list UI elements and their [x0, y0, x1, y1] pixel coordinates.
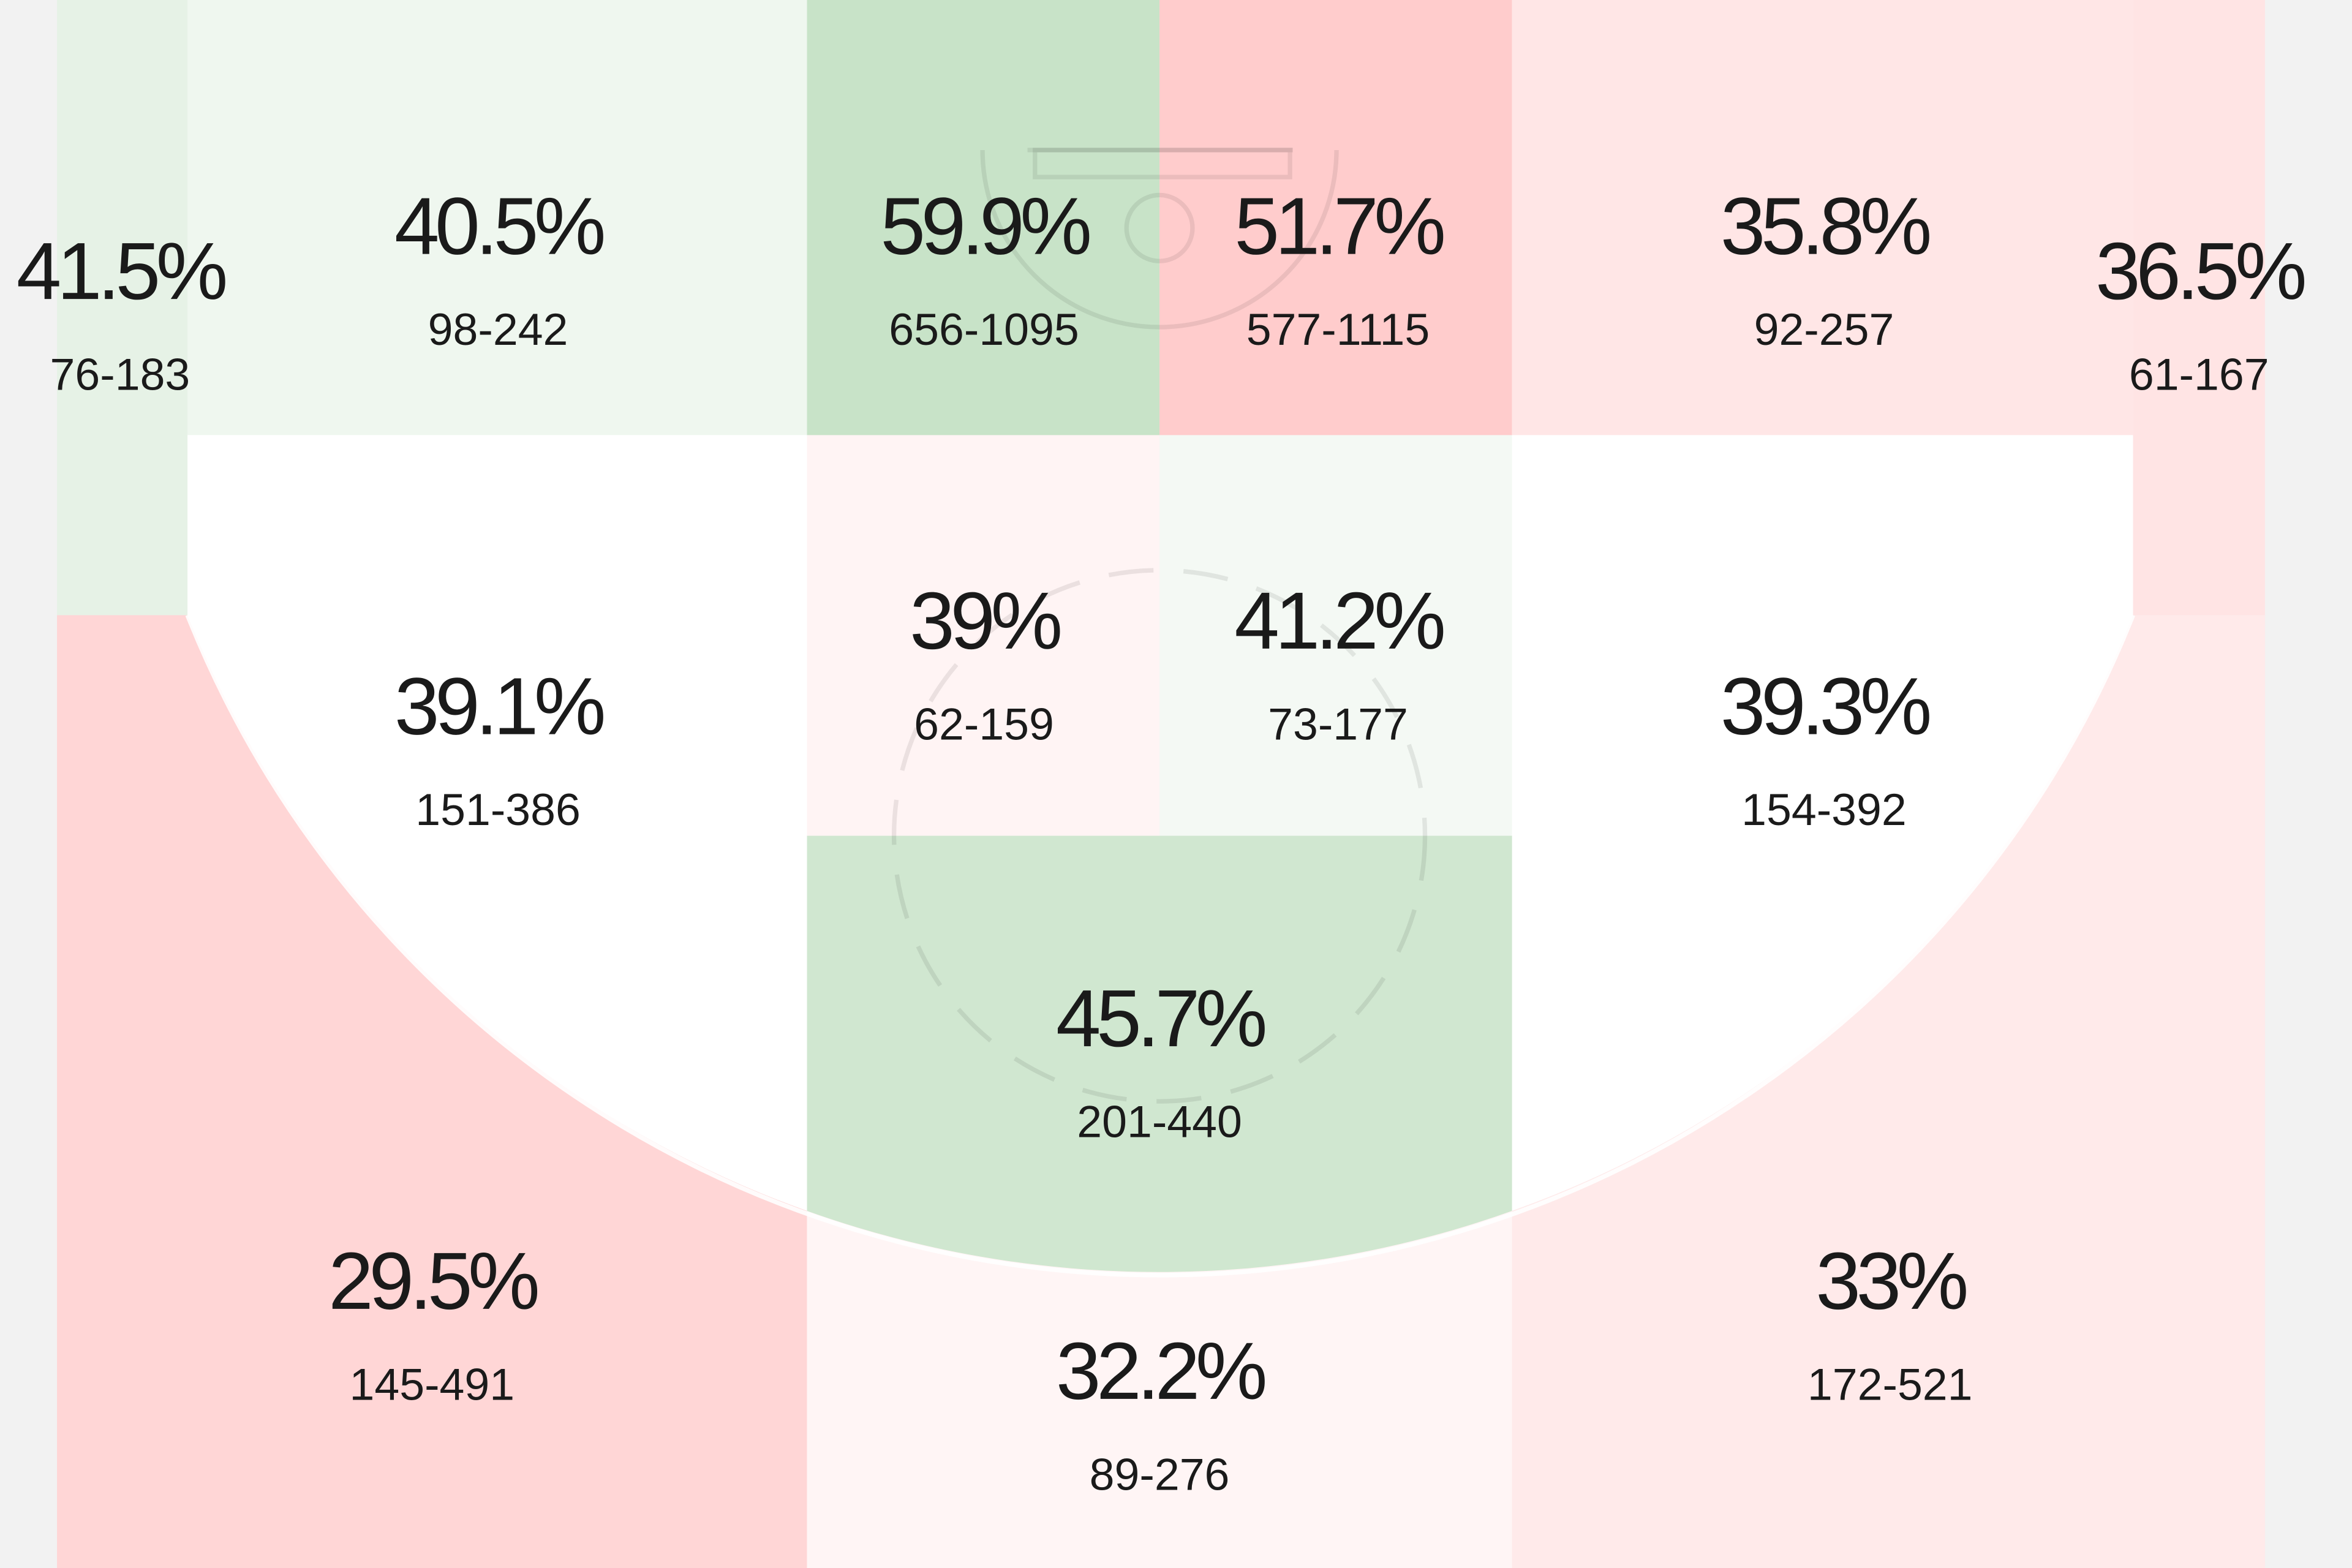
three-point-arc — [185, 614, 2135, 1278]
zone — [57, 0, 188, 616]
zone-makes-attempts: 201-440 — [1077, 1096, 1242, 1147]
zone-makes-attempts: 73-177 — [1268, 699, 1408, 750]
zone-percentage: 35.8% — [1721, 181, 1929, 272]
zone — [807, 0, 1160, 435]
zone-makes-attempts: 656-1095 — [889, 304, 1079, 355]
zone — [2133, 0, 2265, 616]
zone-percentage: 29.5% — [328, 1236, 537, 1327]
zone-makes-attempts: 154-392 — [1741, 784, 1907, 835]
zone-makes-attempts: 172-521 — [1807, 1359, 1973, 1409]
zone-makes-attempts: 76-183 — [50, 349, 190, 400]
free-throw-circle — [891, 568, 1428, 1104]
zone-percentage: 45.7% — [1056, 973, 1265, 1064]
zone-percentage: 41.5% — [17, 226, 225, 317]
zones — [57, 0, 2265, 1568]
zone — [1159, 435, 1512, 836]
zone-percentage: 51.7% — [1234, 181, 1443, 272]
court-lines — [185, 148, 2135, 1278]
zone — [187, 0, 807, 435]
zone-percentage: 39% — [910, 576, 1060, 666]
zone — [1159, 0, 1512, 435]
zone-makes-attempts: 577-1115 — [1246, 304, 1430, 355]
restricted-arc — [980, 149, 1339, 330]
zone-percentage: 33% — [1815, 1236, 1966, 1327]
zone-makes-attempts: 145-491 — [350, 1359, 515, 1409]
zone-percentage: 59.9% — [880, 181, 1089, 272]
zone — [187, 435, 807, 1211]
zone — [807, 435, 1160, 836]
zone-percentage: 32.2% — [1056, 1326, 1265, 1417]
zone — [807, 1210, 1512, 1568]
zone-percentage: 39.1% — [394, 662, 603, 752]
zone-percentage: 41.2% — [1234, 576, 1443, 666]
zone — [1512, 435, 2133, 1211]
zone — [1512, 615, 2265, 1568]
zone-makes-attempts: 61-167 — [2129, 349, 2269, 400]
zone-makes-attempts: 98-242 — [428, 304, 568, 355]
zone-percentage: 39.3% — [1721, 662, 1929, 752]
zone-percentage: 36.5% — [2095, 226, 2304, 317]
zone-makes-attempts: 62-159 — [914, 699, 1054, 750]
zone — [1512, 0, 2133, 435]
zone — [807, 835, 1512, 1275]
zone — [57, 615, 807, 1568]
zone-percentage: 40.5% — [394, 181, 603, 272]
zone-makes-attempts: 89-276 — [1090, 1449, 1230, 1499]
zone-makes-attempts: 92-257 — [1754, 304, 1894, 355]
zone-makes-attempts: 151-386 — [415, 784, 581, 835]
hoop-bracket — [1033, 148, 1292, 179]
labels: 41.5% 76-183 40.5% 98-242 59.9% 656-1095 51.7%… — [17, 181, 2309, 1500]
hoop — [1124, 192, 1195, 263]
